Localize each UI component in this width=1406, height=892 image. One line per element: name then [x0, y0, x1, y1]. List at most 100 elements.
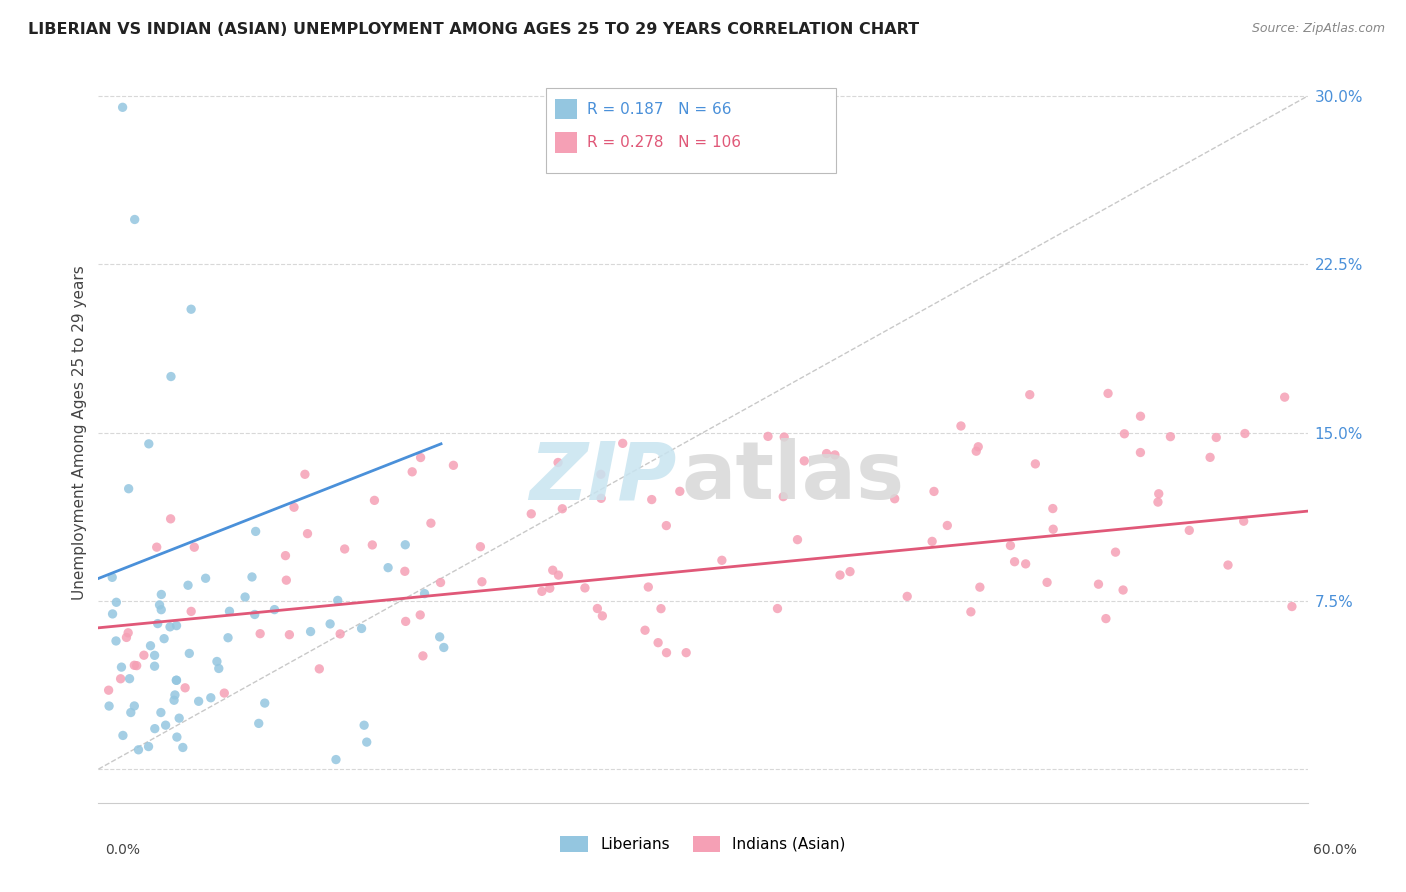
Point [150, 603, 173, 617]
FancyBboxPatch shape [546, 88, 837, 173]
Point [772, 490, 794, 504]
Legend: Liberians, Indians (Asian): Liberians, Indians (Asian) [554, 830, 852, 858]
Point [115, 631, 138, 645]
Point [1233, 426, 1256, 441]
Point [1129, 409, 1152, 424]
Point [163, 688, 186, 702]
Point [139, 639, 162, 653]
Point [828, 568, 851, 582]
Point [124, 658, 146, 673]
Point [394, 538, 416, 552]
Point [180, 302, 202, 317]
Point [409, 450, 432, 465]
Point [120, 706, 142, 720]
Point [194, 571, 217, 585]
Point [773, 430, 796, 444]
Point [361, 538, 384, 552]
Point [294, 467, 316, 482]
Point [1199, 450, 1222, 465]
Point [641, 492, 664, 507]
Point [249, 626, 271, 640]
Point [208, 661, 231, 675]
Point [150, 587, 173, 601]
Point [350, 622, 373, 636]
Point [1281, 599, 1303, 614]
Point [299, 624, 322, 639]
Point [183, 540, 205, 554]
Point [124, 212, 146, 227]
Point [1274, 390, 1296, 404]
Point [1114, 426, 1136, 441]
Point [177, 578, 200, 592]
Point [117, 625, 139, 640]
Point [1004, 555, 1026, 569]
Point [356, 735, 378, 749]
Point [160, 369, 183, 384]
Point [1014, 557, 1036, 571]
Point [283, 500, 305, 515]
Text: atlas: atlas [682, 438, 904, 516]
Point [153, 632, 176, 646]
Point [240, 570, 263, 584]
Point [1042, 522, 1064, 536]
Point [145, 540, 167, 554]
Point [167, 711, 190, 725]
Point [187, 694, 209, 708]
Point [319, 616, 342, 631]
Point [1042, 501, 1064, 516]
Point [97, 683, 120, 698]
Point [538, 581, 561, 595]
Bar [555, 99, 578, 120]
Point [333, 541, 356, 556]
Point [1159, 430, 1181, 444]
Point [1216, 558, 1239, 572]
Y-axis label: Unemployment Among Ages 25 to 29 years: Unemployment Among Ages 25 to 29 years [72, 265, 87, 600]
Point [1000, 539, 1022, 553]
Point [1095, 611, 1118, 625]
Point [172, 740, 194, 755]
Point [253, 696, 276, 710]
Point [520, 507, 543, 521]
Point [412, 648, 434, 663]
Point [429, 575, 451, 590]
Text: 60.0%: 60.0% [1313, 843, 1357, 857]
Point [111, 100, 134, 114]
Point [329, 627, 352, 641]
Point [1024, 457, 1046, 471]
Point [586, 601, 609, 615]
Point [165, 673, 187, 688]
Point [1129, 445, 1152, 459]
Point [179, 647, 201, 661]
Point [824, 448, 846, 462]
Point [149, 706, 172, 720]
Point [530, 584, 553, 599]
Point [118, 672, 141, 686]
Point [395, 615, 418, 629]
Point [1104, 545, 1126, 559]
Text: LIBERIAN VS INDIAN (ASIAN) UNEMPLOYMENT AMONG AGES 25 TO 29 YEARS CORRELATION CH: LIBERIAN VS INDIAN (ASIAN) UNEMPLOYMENT … [28, 22, 920, 37]
Point [634, 624, 657, 638]
Point [118, 482, 141, 496]
Point [101, 607, 124, 621]
Point [433, 640, 456, 655]
Point [589, 467, 612, 482]
Point [1233, 514, 1256, 528]
Point [205, 655, 228, 669]
Point [756, 429, 779, 443]
Point [263, 602, 285, 616]
Point [669, 484, 692, 499]
Point [125, 658, 148, 673]
Point [353, 718, 375, 732]
Point [1205, 430, 1227, 444]
Point [401, 465, 423, 479]
Point [110, 672, 132, 686]
Point [278, 628, 301, 642]
Point [1178, 524, 1201, 538]
Point [551, 501, 574, 516]
Point [297, 526, 319, 541]
Text: Source: ZipAtlas.com: Source: ZipAtlas.com [1251, 22, 1385, 36]
Point [143, 659, 166, 673]
Text: R = 0.187   N = 66: R = 0.187 N = 66 [586, 102, 731, 117]
Text: ZIP: ZIP [529, 438, 676, 516]
Point [146, 616, 169, 631]
